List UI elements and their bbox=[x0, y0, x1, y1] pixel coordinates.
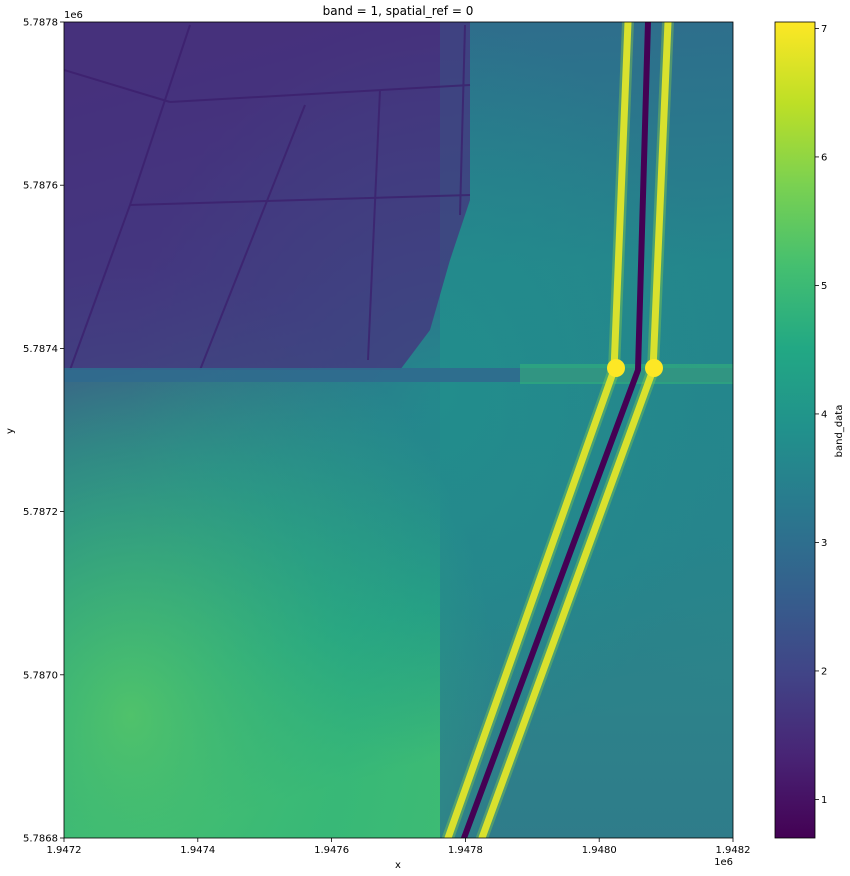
y-tick-label: 5.7874 bbox=[23, 344, 58, 355]
colorbar bbox=[774, 21, 816, 839]
y-offset-label: 1e6 bbox=[64, 10, 83, 21]
y-tick-label: 5.7872 bbox=[23, 507, 58, 518]
y-axis-ticks: 5.7868 5.7870 5.7872 5.7874 5.7876 5.7878 bbox=[23, 18, 64, 845]
colorbar-tick-label: 3 bbox=[821, 538, 827, 549]
colorbar-tick-label: 5 bbox=[821, 281, 827, 292]
x-tick-label: 1.9482 bbox=[716, 845, 751, 856]
colorbar-tick-label: 2 bbox=[821, 666, 827, 677]
x-tick-label: 1.9472 bbox=[47, 845, 82, 856]
chart-title: band = 1, spatial_ref = 0 bbox=[323, 4, 474, 18]
x-tick-label: 1.9474 bbox=[180, 845, 215, 856]
x-offset-label: 1e6 bbox=[714, 857, 733, 868]
y-tick-label: 5.7878 bbox=[23, 18, 58, 29]
y-tick-label: 5.7870 bbox=[23, 670, 58, 681]
x-tick-label: 1.9476 bbox=[314, 845, 349, 856]
colorbar-tick-label: 4 bbox=[821, 409, 827, 420]
x-tick-label: 1.9480 bbox=[582, 845, 617, 856]
x-axis-label: x bbox=[395, 860, 401, 871]
x-tick-label: 1.9478 bbox=[448, 845, 483, 856]
colorbar-ticks: 1 2 3 4 5 6 7 bbox=[815, 24, 827, 806]
colorbar-label: band_data bbox=[834, 405, 845, 458]
colorbar-tick-label: 7 bbox=[821, 24, 827, 35]
colorbar-tick-label: 6 bbox=[821, 152, 827, 163]
y-tick-label: 5.7868 bbox=[23, 834, 58, 845]
colorbar-tick-label: 1 bbox=[821, 795, 827, 806]
y-axis-label: y bbox=[5, 428, 16, 434]
plot-frame bbox=[63, 21, 734, 839]
raster-image bbox=[64, 22, 733, 838]
y-tick-label: 5.7876 bbox=[23, 181, 58, 192]
x-axis-ticks: 1.9472 1.9474 1.9476 1.9478 1.9480 1.9482 bbox=[47, 838, 751, 856]
